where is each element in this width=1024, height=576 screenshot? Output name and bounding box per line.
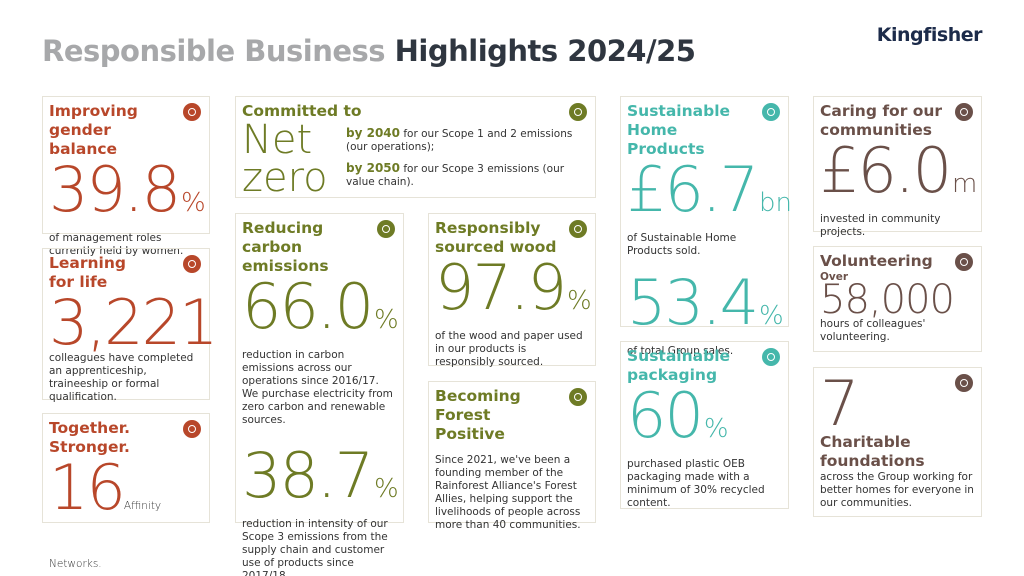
figure-value: 97.9	[435, 251, 567, 324]
card: Sustainable packaging 60% purchased plas…	[620, 341, 789, 509]
figure: 7	[820, 367, 859, 440]
card-title: Learning for life	[49, 254, 126, 291]
icon	[569, 103, 587, 121]
icon	[955, 253, 973, 271]
figure: 97.9%	[435, 257, 592, 330]
figure-unit: %	[567, 286, 592, 316]
icon	[183, 103, 201, 121]
figure-value: £6.7	[627, 153, 759, 226]
card: Together. Stronger. 16Affinity Networks.	[42, 413, 210, 570]
card-text: Affinity Networks.	[49, 500, 162, 570]
card-text: reduction in intensity of our Scope 3 em…	[242, 518, 388, 576]
item: by 2040 for our Scope 1 and 2 emissions …	[346, 127, 576, 154]
figure: 39.8%	[49, 159, 206, 232]
item: by 2050 for our Scope 3 emissions (our v…	[346, 162, 576, 189]
card-text: colleagues have completed an apprentices…	[49, 352, 194, 403]
figure: 58,000	[820, 277, 955, 323]
card-text: invested in community projects.	[820, 213, 941, 238]
card-title: Responsibly sourced wood	[435, 219, 557, 256]
figure-value: 39.8	[49, 153, 181, 226]
item-text: for our Scope 3 emissions (our value cha…	[346, 163, 565, 188]
figure: 60%	[627, 385, 782, 458]
item-bold: by 2040	[346, 126, 400, 140]
figure-value: 53.4	[627, 266, 759, 339]
icon	[569, 220, 587, 238]
card-text: hours of colleagues' volunteering.	[820, 318, 926, 343]
icon	[377, 220, 395, 238]
figure: £6.7bn	[627, 159, 792, 232]
figure: 3,221	[49, 286, 219, 359]
card-title: Volunteering	[820, 252, 933, 270]
card-title: Together. Stronger.	[49, 419, 131, 456]
card: Learning for life 3,221 colleagues have …	[42, 248, 219, 403]
card: Reducing carbon emissions 66.0% reductio…	[235, 213, 404, 576]
figure-prefix: Over	[820, 271, 849, 283]
icon	[183, 255, 201, 273]
card-title: Committed to	[242, 102, 362, 120]
figure-value: 16	[49, 451, 126, 524]
icon	[762, 348, 780, 366]
icon	[955, 374, 973, 392]
card-text: of the wood and paper used in our produc…	[435, 330, 583, 368]
card-text: across the Group working for better home…	[820, 471, 974, 509]
figure-value: 60	[627, 379, 704, 452]
figure-unit: %	[703, 414, 729, 444]
card-title: Sustainable Home Products	[627, 102, 731, 158]
items: by 2040 for our Scope 1 and 2 emissions …	[346, 127, 576, 189]
figure-unit: %	[374, 305, 399, 335]
card: Committed to Net zero by 2040 for our Sc…	[235, 96, 596, 198]
figure-unit: bn	[759, 188, 793, 218]
card: Becoming Forest Positive Since 2021, we'…	[428, 381, 596, 531]
figure-value: £6.0	[820, 134, 952, 207]
card: Volunteering Over 58,000 hours of collea…	[813, 246, 982, 352]
figure-value: 66.0	[242, 270, 374, 343]
card: Caring for our communities £6.0m investe…	[813, 96, 982, 238]
card-text: Since 2021, we've been a founding member…	[435, 454, 581, 531]
icon	[569, 388, 587, 406]
figure: Net zero	[242, 117, 328, 201]
figure-value: 38.7	[242, 439, 374, 512]
icon	[955, 103, 973, 121]
figure: £6.0m	[820, 140, 978, 213]
figure-unit: %	[759, 301, 784, 331]
icon	[183, 420, 201, 438]
card-text: of total Group sales.	[627, 345, 734, 357]
figure: 66.0%	[242, 276, 399, 349]
figure: 38.7%	[242, 445, 399, 518]
card-title: Improving gender balance	[49, 102, 138, 158]
card: Responsibly sourced wood 97.9% of the wo…	[428, 213, 596, 368]
figure-unit: %	[374, 474, 399, 504]
card-text: reduction in carbon emissions across our…	[242, 349, 393, 426]
card-title: Charitable foundations	[820, 433, 925, 470]
figure: 53.4%	[627, 272, 784, 345]
figure: 16Affinity Networks.	[49, 457, 203, 575]
icon	[762, 103, 780, 121]
figure-unit: m	[952, 169, 978, 199]
figure-unit: %	[181, 188, 206, 218]
title-bold: Highlights 2024/25	[394, 34, 696, 68]
card-title: Becoming Forest Positive	[435, 387, 521, 443]
item-text: for our Scope 1 and 2 emissions (our ope…	[346, 128, 573, 153]
card-title: Sustainable packaging	[627, 347, 731, 384]
logo: Kingfisher	[876, 24, 983, 46]
card-text: purchased plastic OEB packaging made wit…	[627, 458, 765, 509]
card: Sustainable Home Products £6.7bn of Sust…	[620, 96, 792, 357]
title-light: Responsible Business	[42, 34, 386, 68]
card-title: Caring for our communities	[820, 102, 943, 139]
card: Improving gender balance 39.8% of manage…	[42, 96, 210, 257]
card-title: Reducing carbon emissions	[242, 219, 329, 275]
page-title: Responsible Business Highlights 2024/25	[42, 34, 696, 68]
card-text: of Sustainable Home Products sold.	[627, 232, 737, 257]
card: 7 Charitable foundations across the Grou…	[813, 367, 982, 517]
item-bold: by 2050	[346, 161, 400, 175]
